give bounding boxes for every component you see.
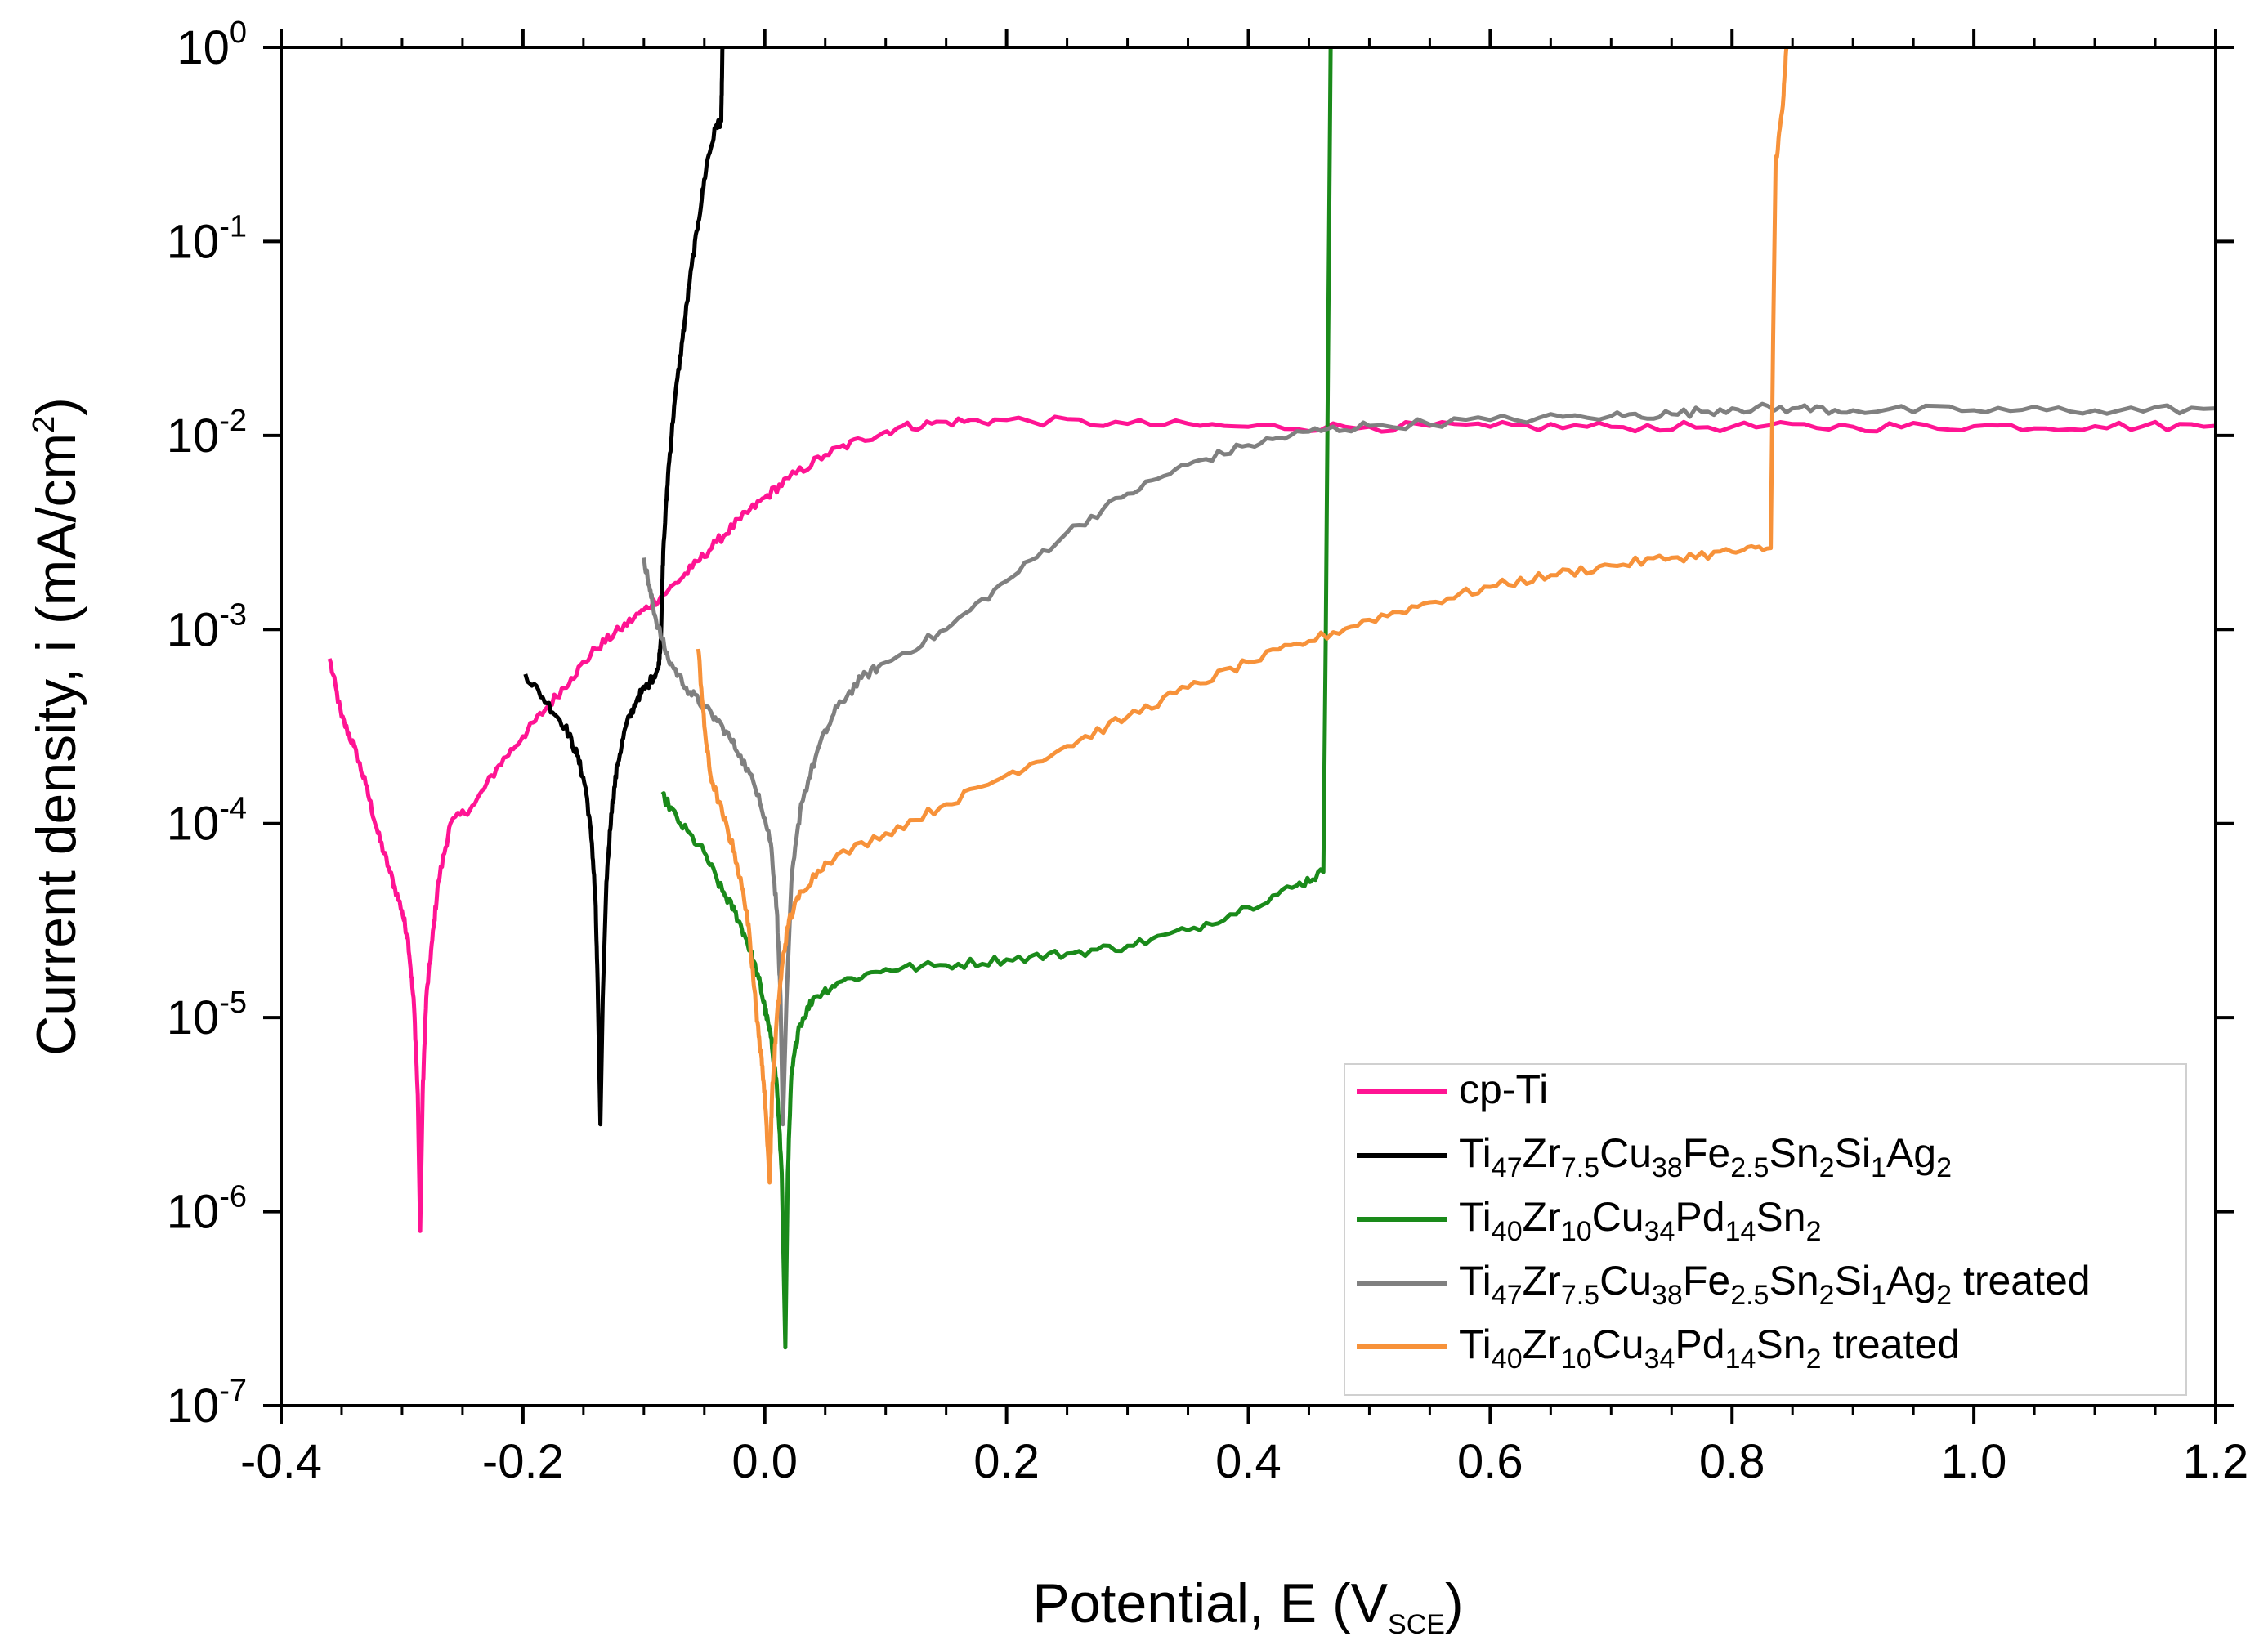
x-axis-title: Potential, E (VSCE): [1032, 1572, 1463, 1640]
legend-box: [1344, 1063, 2187, 1396]
x-tick-label: 0.0: [731, 1435, 798, 1488]
y-tick-label: 10-6: [167, 1180, 247, 1239]
x-tick-label: 0.8: [1699, 1435, 1765, 1488]
legend-label-3: Ti40Zr10Cu34Pd14Sn2: [1459, 1194, 1822, 1247]
x-tick-label: 0.4: [1215, 1435, 1282, 1488]
legend-label-1: cp-Ti: [1459, 1066, 1548, 1112]
x-tick-label: 1.2: [2183, 1435, 2249, 1488]
legend-label-5: Ti40Zr10Cu34Pd14Sn2 treated: [1459, 1321, 1960, 1375]
y-tick-label: 10-2: [167, 404, 247, 463]
y-tick-label: 10-7: [167, 1374, 247, 1433]
x-tick-label: 0.6: [1457, 1435, 1523, 1488]
x-tick-label: -0.4: [240, 1435, 322, 1488]
y-tick-label: 10-4: [167, 792, 247, 851]
series-layer: [327, 47, 2217, 1350]
legend-label-2: Ti47Zr7.5Cu38Fe2.5Sn2Si1Ag2: [1459, 1130, 1952, 1183]
x-tick-label: 1.0: [1941, 1435, 2007, 1488]
legend-label-4: Ti47Zr7.5Cu38Fe2.5Sn2Si1Ag2 treated: [1459, 1258, 2091, 1311]
series-line-4: [642, 401, 2217, 1127]
y-tick-label: 10-1: [167, 209, 247, 268]
x-tick-label: 0.2: [973, 1435, 1040, 1488]
legend: cp-Ti Ti47Zr7.5Cu38Fe2.5Sn2Si1Ag2 Ti40Zr10…: [1344, 1063, 2187, 1396]
y-tick-label: 100: [177, 16, 247, 74]
y-tick-label: 10-3: [167, 597, 247, 656]
series-line-2: [523, 47, 725, 1127]
series-line-5: [696, 47, 1789, 1185]
series-line-1: [327, 414, 2217, 1233]
ticks-layer: -0.4 -0.2 0.0 0.2 0.4 0.6 0.8 1.0 1.2 10-7 10-6 10-…: [167, 16, 2249, 1488]
series-line-3: [660, 47, 1333, 1350]
y-tick-label: 10-5: [167, 986, 247, 1044]
x-tick-label: -0.2: [482, 1435, 564, 1488]
y-axis-title: Current density, i (mA/cm2): [25, 397, 87, 1056]
